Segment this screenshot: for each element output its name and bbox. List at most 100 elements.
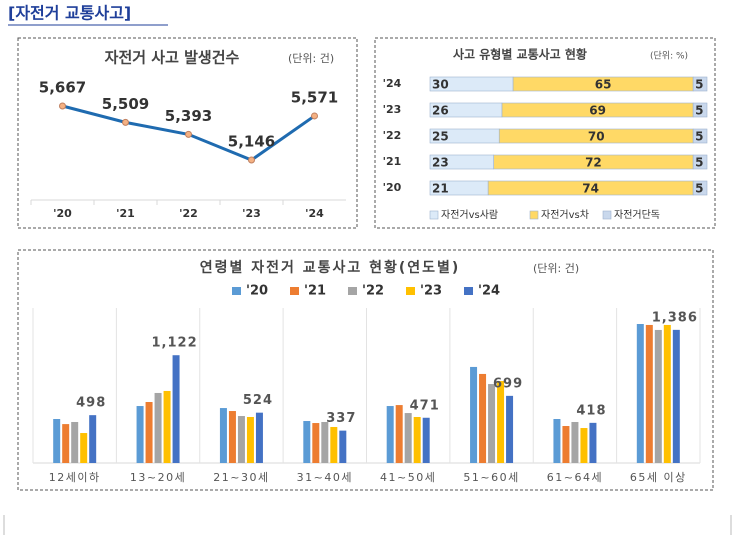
legend-label: 자전거단독 bbox=[614, 209, 660, 221]
legend-swatch bbox=[232, 287, 241, 295]
bar bbox=[136, 406, 144, 463]
data-label: 70 bbox=[588, 130, 605, 144]
chart-title: 사고 유형별 교통사고 현황 bbox=[453, 47, 587, 62]
bar bbox=[654, 329, 662, 463]
page-title: [자전거 교통사고] bbox=[8, 4, 131, 23]
bar bbox=[413, 416, 421, 463]
data-label: 5 bbox=[695, 78, 703, 92]
x-tick-label: 31~40세 bbox=[297, 471, 353, 484]
legend-swatch bbox=[348, 287, 357, 295]
legend-swatch bbox=[464, 287, 473, 295]
bar bbox=[255, 412, 263, 463]
data-label: 5,667 bbox=[39, 79, 86, 97]
point bbox=[59, 102, 66, 110]
x-tick-label: 12세이하 bbox=[49, 470, 101, 484]
x-tick-label: 13~20세 bbox=[130, 471, 186, 484]
bar bbox=[395, 405, 403, 463]
bar bbox=[62, 424, 70, 463]
bar bbox=[562, 426, 570, 463]
bar bbox=[479, 373, 487, 463]
bar bbox=[404, 413, 412, 463]
data-label: 5,509 bbox=[102, 95, 149, 113]
legend-swatch bbox=[429, 210, 439, 220]
bar bbox=[553, 419, 561, 463]
bar bbox=[672, 329, 680, 463]
data-label: 337 bbox=[326, 411, 356, 426]
bar-segment bbox=[692, 180, 708, 196]
bar bbox=[663, 324, 671, 463]
data-label: 5 bbox=[695, 130, 703, 144]
chart-subtitle: (단위: 건) bbox=[533, 262, 579, 275]
data-label: 5 bbox=[695, 104, 703, 118]
x-tick-label: '24 bbox=[305, 207, 324, 220]
data-label: 699 bbox=[493, 376, 523, 391]
bar bbox=[172, 355, 180, 463]
legend-label: 자전거vs차 bbox=[541, 209, 589, 221]
legend-swatch bbox=[406, 287, 415, 295]
bar bbox=[386, 406, 394, 463]
bar bbox=[154, 392, 162, 463]
data-label: 65 bbox=[595, 78, 612, 92]
panel-border bbox=[17, 37, 358, 229]
data-label: 498 bbox=[76, 396, 106, 411]
point bbox=[185, 130, 192, 138]
bar bbox=[488, 384, 496, 463]
bar bbox=[571, 421, 579, 463]
bar bbox=[228, 411, 236, 463]
y-tick-label: '20 bbox=[383, 181, 402, 194]
bar bbox=[321, 421, 329, 463]
data-label: 418 bbox=[576, 403, 606, 418]
y-tick-label: '24 bbox=[383, 77, 402, 90]
bar-segment bbox=[692, 102, 708, 118]
bar bbox=[645, 324, 653, 463]
chart-subtitle: (단위: %) bbox=[650, 51, 688, 62]
point bbox=[311, 112, 318, 120]
bar bbox=[330, 426, 338, 463]
bar-segment bbox=[692, 76, 708, 92]
data-label: 5,393 bbox=[165, 107, 212, 125]
x-tick-label: 41~50세 bbox=[380, 471, 436, 484]
data-label: 5,146 bbox=[228, 133, 275, 151]
data-label: 1,386 bbox=[652, 310, 698, 325]
y-tick-label: '23 bbox=[383, 103, 402, 116]
bar bbox=[506, 395, 514, 463]
x-tick-label: '21 bbox=[116, 207, 135, 220]
bar bbox=[470, 366, 478, 463]
bar bbox=[636, 324, 644, 463]
point bbox=[248, 156, 255, 164]
chart-title: 연령별 자전거 교통사고 현황(연도별) bbox=[200, 259, 461, 276]
bar bbox=[71, 421, 79, 463]
x-tick-label: 21~30세 bbox=[213, 471, 269, 484]
bar bbox=[303, 421, 311, 463]
bar bbox=[80, 433, 88, 463]
bar bbox=[339, 430, 347, 463]
data-label: 69 bbox=[589, 104, 606, 118]
bar bbox=[312, 423, 320, 463]
data-label: 524 bbox=[243, 393, 273, 408]
data-label: 5 bbox=[695, 156, 703, 170]
data-label: 5 bbox=[695, 182, 703, 196]
panel-border bbox=[17, 249, 714, 491]
legend-label: 자전거vs사람 bbox=[441, 208, 498, 221]
legend-label: '21 bbox=[304, 284, 326, 299]
x-tick-label: '23 bbox=[242, 207, 261, 220]
legend-swatch bbox=[290, 287, 299, 295]
corner-mark bbox=[3, 515, 732, 535]
bar bbox=[497, 381, 505, 463]
data-label: 25 bbox=[432, 130, 449, 144]
x-tick-label: 65세 이상 bbox=[630, 471, 687, 484]
x-tick-label: '20 bbox=[53, 207, 72, 220]
bar bbox=[422, 417, 430, 463]
bar bbox=[145, 402, 153, 463]
data-label: 5,571 bbox=[291, 88, 338, 106]
legend-label: '22 bbox=[362, 284, 384, 299]
data-label: 30 bbox=[432, 78, 449, 92]
y-tick-label: '22 bbox=[383, 129, 402, 142]
bar-segment bbox=[692, 154, 708, 170]
x-tick-label: 51~60세 bbox=[463, 471, 519, 484]
bar-segment bbox=[692, 128, 708, 144]
y-tick-label: '21 bbox=[383, 155, 402, 168]
bar bbox=[219, 408, 227, 463]
data-label: 21 bbox=[432, 182, 449, 196]
